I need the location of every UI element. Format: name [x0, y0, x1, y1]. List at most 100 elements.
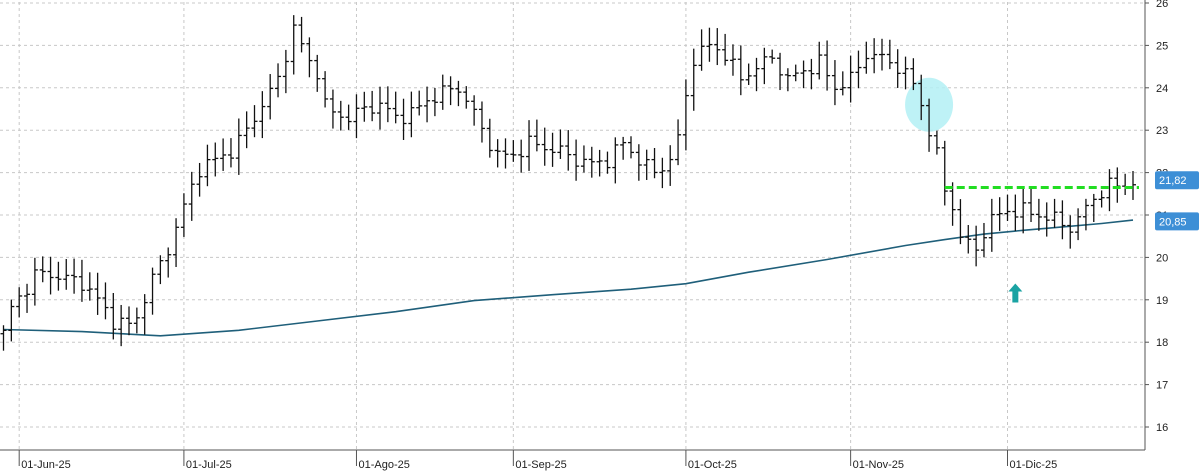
- price-bar: [706, 27, 713, 62]
- price-bar: [557, 129, 564, 159]
- price-bar: [173, 218, 180, 267]
- price-bar: [816, 41, 823, 80]
- price-bar: [1028, 186, 1035, 222]
- price-bar: [628, 136, 634, 159]
- price-bar: [800, 60, 807, 89]
- y-tick-label: 25: [1156, 40, 1168, 52]
- price-bars: [0, 15, 1136, 351]
- price-bar: [792, 64, 799, 82]
- price-bar: [180, 193, 187, 237]
- y-tick-label: 18: [1156, 337, 1168, 349]
- y-tick-label: 16: [1156, 422, 1168, 434]
- price-bar: [745, 63, 752, 85]
- price-bar: [729, 44, 736, 76]
- y-tick-label: 23: [1156, 125, 1168, 137]
- price-bar: [0, 325, 7, 351]
- price-bar: [949, 182, 956, 226]
- y-tick-label: 17: [1156, 380, 1168, 392]
- price-bar: [565, 130, 572, 171]
- price-bar: [502, 138, 509, 169]
- price-bar: [243, 111, 250, 149]
- price-bar: [196, 162, 203, 197]
- price-bar: [165, 247, 172, 278]
- price-bar: [494, 139, 501, 168]
- price-bar: [439, 74, 446, 110]
- y-tick-label: 24: [1156, 83, 1168, 95]
- price-bar: [902, 56, 909, 90]
- price-bar: [298, 16, 305, 53]
- price-bar: [314, 54, 321, 92]
- price-bar: [361, 91, 368, 122]
- price-bar: [392, 91, 399, 124]
- price-bar: [910, 58, 917, 91]
- price-bar: [157, 255, 164, 285]
- price-bar: [690, 48, 697, 111]
- price-tag-box: [1155, 212, 1199, 231]
- price-bar: [345, 104, 352, 130]
- price-bar: [1067, 215, 1074, 249]
- price-bar: [737, 45, 744, 96]
- price-bar: [526, 120, 533, 171]
- price-bar: [1098, 190, 1105, 208]
- price-bar: [212, 142, 219, 177]
- price-bar: [447, 76, 454, 106]
- price-bar: [8, 299, 15, 342]
- price-bar: [651, 148, 658, 179]
- price-bar: [39, 256, 46, 283]
- x-tick-label: 01-Oct-25: [688, 459, 737, 471]
- price-bar: [463, 86, 470, 109]
- price-bar: [1043, 202, 1050, 237]
- price-tag: 21,82: [1155, 171, 1199, 190]
- price-bar: [667, 145, 674, 186]
- price-bar: [839, 71, 846, 96]
- y-tick-label: 26: [1156, 0, 1168, 10]
- price-bar: [486, 118, 493, 158]
- price-bar: [541, 127, 548, 166]
- price-bar: [384, 86, 391, 123]
- price-bar: [518, 139, 525, 173]
- price-bar: [63, 259, 70, 290]
- price-bar: [714, 28, 721, 66]
- price-bar: [31, 257, 38, 306]
- price-bar: [933, 130, 940, 155]
- price-bar: [455, 80, 462, 107]
- price-bar: [290, 15, 297, 75]
- x-tick-label: 01-Jul-25: [186, 459, 232, 471]
- x-tick-label: 01-Jun-25: [21, 459, 71, 471]
- price-bar: [926, 98, 933, 152]
- price-bar: [1059, 200, 1066, 240]
- price-bar: [573, 139, 580, 181]
- price-bar: [620, 136, 627, 160]
- price-tag: 20,85: [1155, 212, 1199, 231]
- price-bar: [612, 137, 619, 184]
- price-bar: [369, 90, 376, 122]
- price-bar: [126, 306, 132, 336]
- price-bar: [784, 68, 791, 92]
- price-bar: [588, 146, 595, 178]
- price-bar: [761, 47, 768, 85]
- price-bar: [808, 58, 815, 90]
- price-bar: [580, 145, 587, 173]
- price-bar: [510, 140, 517, 162]
- price-bar: [855, 50, 862, 89]
- price-bar: [377, 86, 383, 130]
- price-bar: [1004, 194, 1011, 222]
- price-bar: [980, 222, 987, 258]
- price-bar: [337, 100, 344, 131]
- arrow-layer: [1008, 283, 1023, 303]
- price-bar: [871, 38, 878, 74]
- price-bar: [886, 39, 893, 70]
- price-bar: [659, 157, 666, 189]
- price-bar: [596, 149, 603, 177]
- y-tick-label: 19: [1156, 295, 1168, 307]
- price-bar: [408, 91, 415, 138]
- price-bar: [275, 63, 282, 98]
- price-bar: [329, 89, 336, 129]
- price-bar: [478, 101, 485, 143]
- price-bar: [957, 199, 964, 245]
- price-bar: [471, 95, 478, 126]
- price-tag-box: [1155, 171, 1199, 190]
- price-bar: [1020, 186, 1027, 234]
- price-bar: [1035, 198, 1042, 231]
- price-bar: [831, 60, 838, 106]
